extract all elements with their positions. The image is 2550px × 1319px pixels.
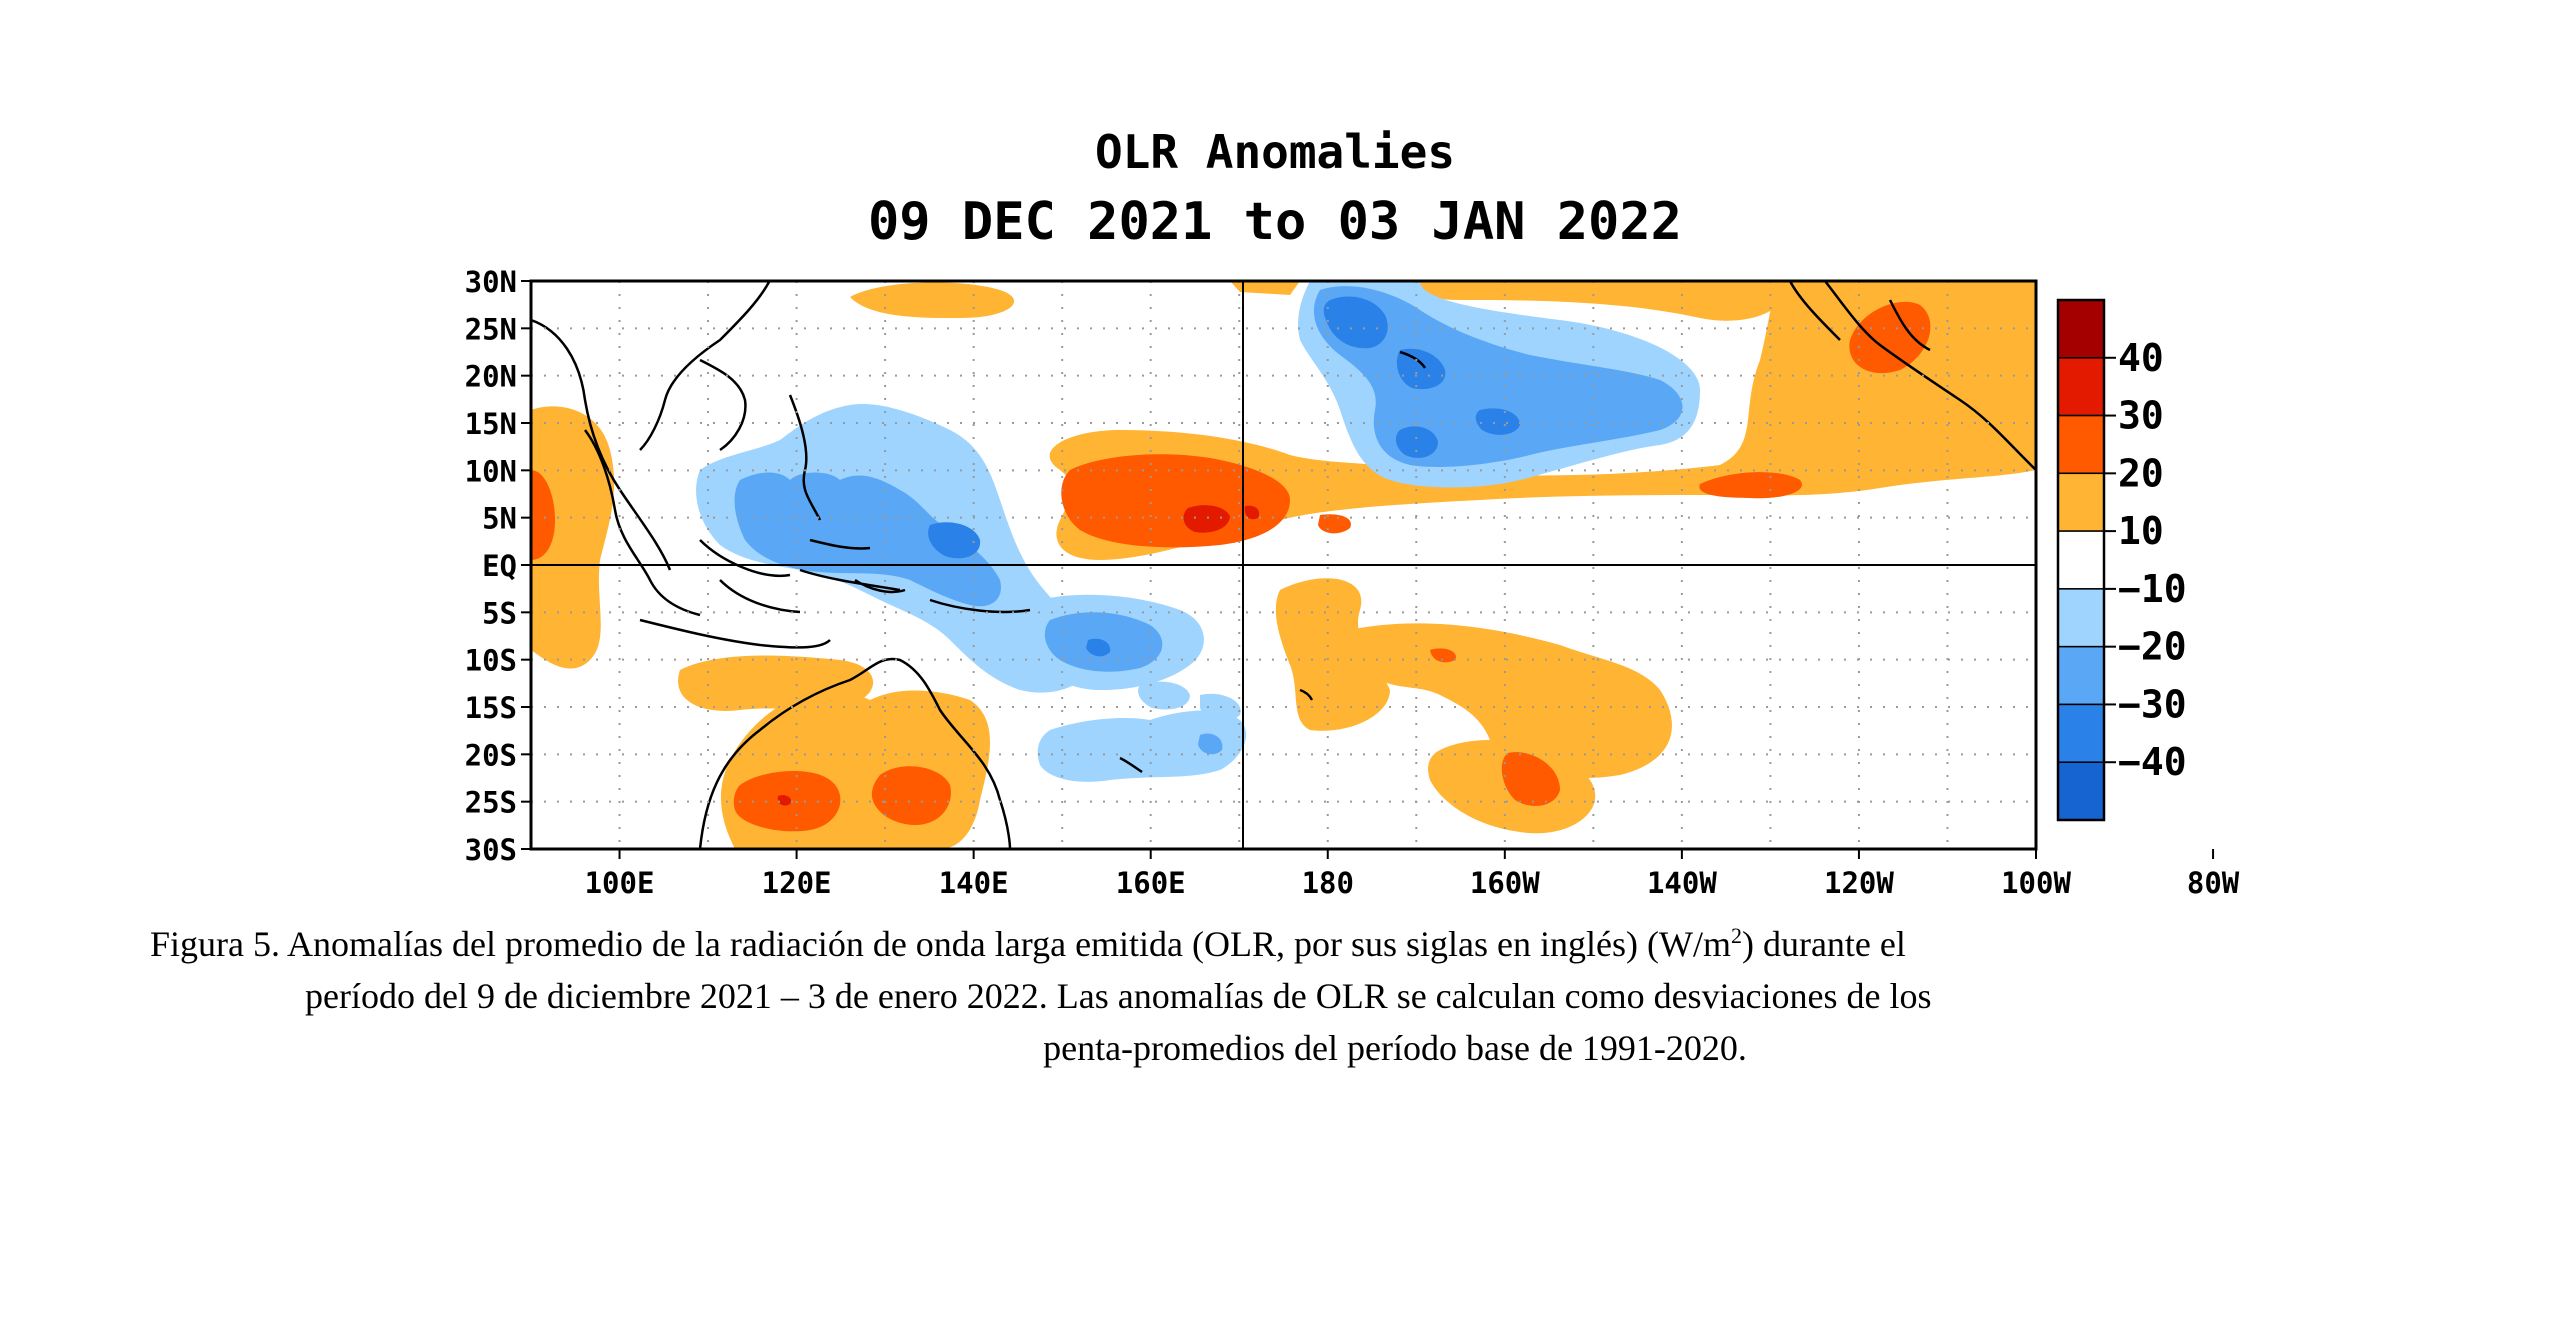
colorbar-label: −20: [2118, 625, 2187, 669]
colorbar-legend: 40 30 20 10 −10 −20 −30 −40: [2056, 298, 2187, 822]
lat-tick-label: 10S: [465, 644, 517, 678]
colorbar-swatch: [2057, 703, 2105, 763]
caption-line-1: Figura 5. Anomalías del promedio de la r…: [150, 924, 1731, 964]
lat-tick-label: 15S: [465, 691, 517, 725]
lat-tick-label: 5S: [482, 596, 517, 630]
positive-anomaly-area: [1183, 505, 1230, 533]
lat-tick-label: 25S: [465, 786, 517, 820]
coastlines: [531, 281, 2036, 849]
lon-tick-label: 100E: [585, 866, 655, 900]
lat-tick-label: 30N: [465, 265, 517, 299]
lat-tick-label: 10N: [465, 454, 517, 488]
chart-title: OLR Anomalies: [1094, 125, 1456, 179]
positive-anomaly-area: [531, 406, 615, 669]
colorbar-swatch: [2057, 299, 2105, 359]
positive-anomaly-area: [1230, 281, 1300, 295]
lon-tick-label: 180: [1302, 866, 1354, 900]
lon-tick-label: 140W: [1647, 866, 1717, 900]
negative-anomaly-area: [1396, 348, 1446, 390]
positive-anomaly-area: [1341, 623, 1672, 779]
colorbar-frame: [2056, 298, 2106, 822]
colorbar-label: 40: [2118, 336, 2164, 380]
lon-tick-label: 160W: [1470, 866, 1540, 900]
negative-anomaly-area: [1086, 638, 1111, 657]
negative-anomaly-area: [1395, 426, 1438, 458]
caption-line-2: período del 9 de diciembre 2021 – 3 de e…: [305, 976, 1932, 1016]
olr-anomaly-map: 30N 25N 20N 15N 10N 5N EQ 5S 10S 15S 20S 25S 30S 100…: [465, 265, 2240, 900]
chart-subtitle-dates: 09 DEC 2021 to 03 JAN 2022: [868, 192, 1682, 252]
colorbar-label: 10: [2118, 509, 2164, 553]
colorbar-label: −40: [2118, 740, 2187, 784]
lat-tick-label: 30S: [465, 833, 517, 867]
colorbar-swatch: [2057, 414, 2105, 475]
anomaly-fields: [531, 281, 2036, 849]
negative-anomaly-area: [734, 472, 1001, 607]
colorbar-swatch: [2057, 588, 2105, 648]
negative-anomaly-area: [1198, 733, 1223, 755]
positive-anomaly-area: [1318, 514, 1351, 534]
lat-tick-label: 25N: [465, 312, 517, 346]
colorbar-swatch: [2057, 472, 2105, 532]
lon-tick-label: 80W: [2187, 866, 2240, 900]
longitude-axis: 100E 120E 140E 160E 180 160W 140W 120W 100W 80W: [585, 849, 2240, 900]
positive-anomaly-area: [1416, 281, 1786, 321]
caption-superscript: 2: [1730, 923, 1742, 948]
positive-anomaly-area: [1849, 301, 1931, 374]
positive-anomaly-area: [871, 766, 951, 825]
positive-anomaly-area: [777, 795, 792, 806]
colorbar-swatch: [2057, 530, 2105, 590]
colorbar-swatch: [2057, 645, 2105, 706]
lon-tick-label: 140E: [939, 866, 1009, 900]
caption-line-3: penta-promedios del período base de 1991…: [1043, 1028, 1747, 1068]
latitude-axis: 30N 25N 20N 15N 10N 5N EQ 5S 10S 15S 20S 25S 30S: [465, 265, 531, 867]
caption-line-1-end: ) durante el: [1741, 924, 1906, 964]
colorbar-label: 20: [2118, 451, 2164, 495]
positive-anomaly-area: [1430, 648, 1456, 663]
negative-anomaly-area: [928, 522, 981, 559]
colorbar-label: 30: [2118, 394, 2164, 438]
lat-tick-label: 20S: [465, 738, 517, 772]
negative-anomaly-area: [1138, 681, 1190, 710]
colorbar-swatch: [2057, 761, 2105, 821]
negative-anomaly-area: [1313, 286, 1683, 467]
lon-tick-label: 120W: [1824, 866, 1894, 900]
lat-tick-label: 15N: [465, 407, 517, 441]
negative-anomaly-area: [1475, 408, 1520, 435]
positive-anomaly-area: [1244, 505, 1260, 520]
figure-caption: Figura 5. Anomalías del promedio de la r…: [150, 918, 2430, 1074]
positive-anomaly-area: [1501, 752, 1560, 806]
lat-tick-label: EQ: [482, 549, 517, 583]
positive-anomaly-area: [1061, 454, 1290, 548]
colorbar-label: −10: [2118, 567, 2187, 611]
colorbar-swatch: [2057, 357, 2105, 417]
negative-anomaly-area: [1037, 710, 1247, 782]
lon-tick-label: 120E: [762, 866, 832, 900]
colorbar-label: −30: [2118, 682, 2187, 726]
lon-tick-label: 100W: [2001, 866, 2071, 900]
lat-tick-label: 5N: [482, 502, 517, 536]
negative-anomaly-area: [1323, 296, 1388, 349]
lat-tick-label: 20N: [465, 360, 517, 394]
positive-anomaly-area: [1699, 472, 1802, 499]
positive-anomaly-area: [531, 470, 555, 560]
lon-tick-label: 160E: [1116, 866, 1186, 900]
positive-anomaly-area: [850, 282, 1015, 318]
